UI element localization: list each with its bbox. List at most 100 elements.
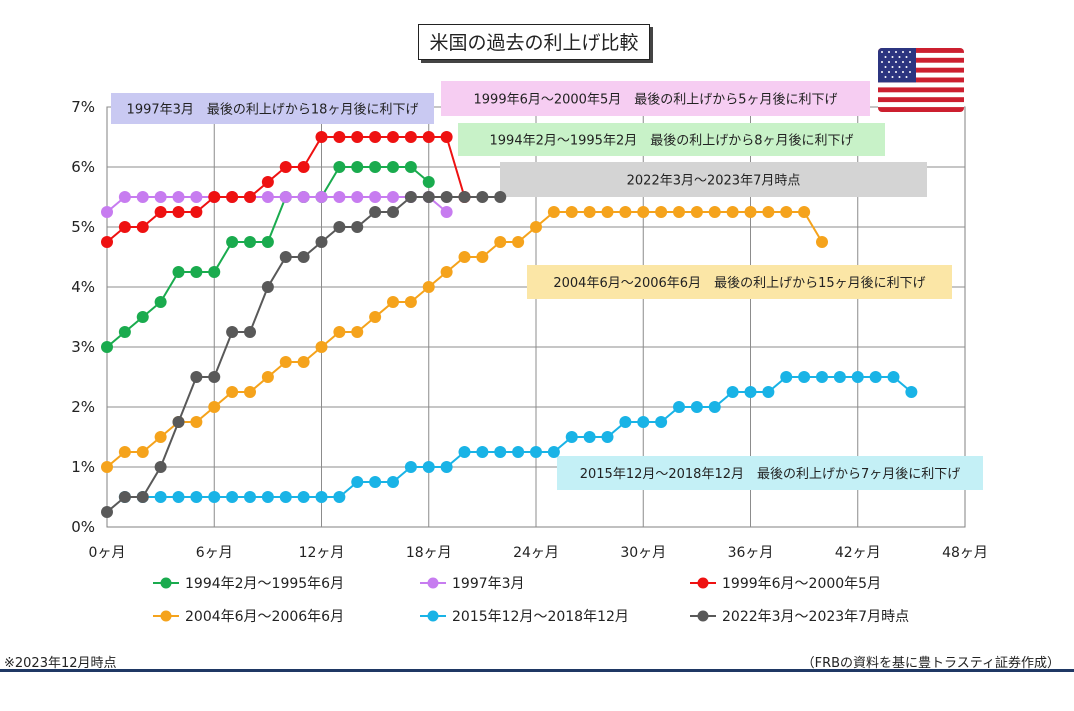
chart-title: 米国の過去の利上げ比較	[418, 24, 650, 60]
legend-marker	[697, 610, 709, 622]
data-point	[136, 446, 149, 458]
data-point	[816, 371, 828, 383]
data-point	[333, 191, 346, 203]
data-point	[226, 491, 239, 503]
data-point	[101, 236, 113, 248]
data-point	[101, 341, 113, 353]
data-point	[512, 446, 525, 458]
data-point	[369, 311, 382, 323]
data-point	[387, 476, 399, 488]
data-point	[190, 266, 203, 278]
data-point	[476, 251, 489, 263]
data-point	[154, 491, 167, 503]
data-point	[708, 401, 721, 413]
data-point	[315, 131, 328, 143]
annotation-text: 2004年6月～2006年6月 最後の利上げから15ヶ月後に利下げ	[553, 276, 925, 291]
data-point	[369, 131, 382, 143]
legend-item-s2004: 2004年6月～2006年6月	[153, 609, 344, 625]
data-point	[244, 386, 256, 398]
data-point	[208, 491, 221, 503]
data-point	[297, 356, 310, 368]
data-point	[905, 386, 918, 398]
data-point	[619, 416, 632, 428]
data-point	[619, 206, 632, 218]
data-point	[458, 446, 471, 458]
data-point	[279, 491, 292, 503]
data-point	[476, 191, 489, 203]
data-point	[369, 206, 382, 218]
data-point	[101, 506, 113, 518]
data-point	[190, 491, 203, 503]
data-point	[154, 206, 167, 218]
data-point	[118, 191, 131, 203]
data-point	[315, 191, 328, 203]
data-point	[887, 371, 900, 383]
data-point	[172, 416, 185, 428]
data-point	[261, 176, 274, 188]
data-point	[333, 326, 346, 338]
x-tick-label: 0ヶ月	[89, 545, 126, 561]
data-point	[118, 326, 131, 338]
data-point	[708, 206, 721, 218]
data-point	[673, 401, 685, 413]
x-tick-label: 30ヶ月	[620, 545, 666, 561]
data-point	[547, 206, 560, 218]
data-point	[244, 191, 256, 203]
data-point	[244, 491, 256, 503]
data-point	[369, 191, 382, 203]
data-point	[833, 371, 846, 383]
data-point	[869, 371, 882, 383]
y-tick-label: 3%	[71, 338, 95, 356]
y-tick-label: 7%	[71, 98, 95, 116]
data-point	[226, 191, 239, 203]
data-point	[726, 386, 739, 398]
data-point	[798, 206, 811, 218]
data-point	[816, 236, 828, 248]
legend-label: 2022年3月～2023年7月時点	[722, 609, 909, 625]
legend: 1994年2月～1995年6月 1997年3月 1999年6月～2000年5月 200…	[153, 576, 909, 625]
data-point	[673, 206, 685, 218]
data-point	[190, 191, 203, 203]
data-point	[101, 206, 113, 218]
data-point	[136, 491, 149, 503]
series-s2022	[101, 191, 507, 518]
data-point	[351, 131, 364, 143]
data-point	[422, 191, 435, 203]
annotation-a2004: 2004年6月～2006年6月 最後の利上げから15ヶ月後に利下げ	[527, 265, 952, 299]
x-tick-label: 12ヶ月	[299, 545, 345, 561]
legend-label: 2015年12月～2018年12月	[452, 609, 629, 625]
data-point	[333, 221, 346, 233]
y-tick-label: 6%	[71, 158, 95, 176]
data-point	[422, 281, 435, 293]
data-point	[494, 236, 507, 248]
data-point	[279, 191, 292, 203]
data-point	[404, 131, 417, 143]
legend-label: 1994年2月～1995年6月	[185, 576, 344, 592]
data-point	[154, 296, 167, 308]
annotation-box	[500, 162, 927, 197]
data-point	[565, 206, 578, 218]
source-note: （FRBの資料を基に豊トラスティ証券作成）	[801, 656, 1060, 671]
y-tick-label: 0%	[71, 518, 95, 536]
data-point	[351, 221, 364, 233]
data-point	[387, 161, 399, 173]
data-point	[136, 311, 149, 323]
x-tick-label: 48ヶ月	[942, 545, 988, 561]
data-point	[601, 431, 614, 443]
y-tick-label: 4%	[71, 278, 95, 296]
legend-marker	[697, 577, 709, 589]
legend-label: 2004年6月～2006年6月	[185, 609, 344, 625]
data-point	[422, 176, 435, 188]
data-point	[547, 446, 560, 458]
data-point	[762, 206, 775, 218]
data-point	[208, 191, 221, 203]
data-point	[244, 236, 256, 248]
annotation-box	[441, 81, 870, 116]
data-point	[690, 206, 703, 218]
legend-marker	[427, 577, 439, 589]
data-point	[726, 206, 739, 218]
data-point	[297, 161, 310, 173]
annotation-text: 1994年2月～1995年2月 最後の利上げから8ヶ月後に利下げ	[490, 134, 854, 149]
legend-marker	[160, 610, 172, 622]
annotation-text: 2022年3月～2023年7月時点	[627, 174, 801, 189]
